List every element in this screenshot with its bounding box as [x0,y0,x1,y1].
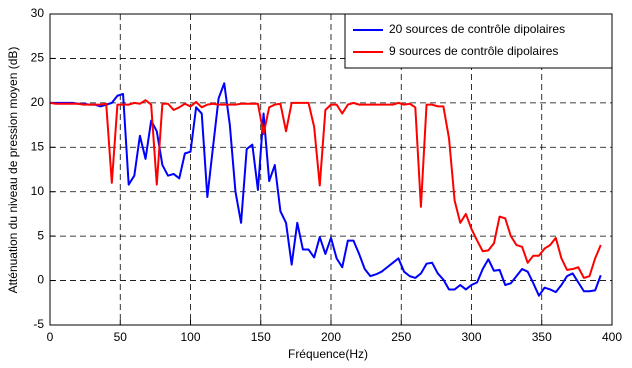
x-axis-label: Fréquence(Hz) [288,347,368,361]
x-tick-label: 150 [251,330,271,344]
y-tick-label: 20 [31,95,45,109]
x-tick-label: 300 [461,330,481,344]
y-tick-label: 10 [31,184,45,198]
x-tick-label: 350 [532,330,552,344]
y-tick-label: 15 [31,139,45,153]
data-line [49,99,602,279]
x-tick-label: 250 [391,330,411,344]
legend-label: 20 sources de contrôle dipolaires [389,22,565,36]
x-tick-label: 0 [47,330,54,344]
y-tick-label: 30 [31,6,45,20]
x-tick-label: 50 [114,330,128,344]
y-tick-label: 5 [37,228,44,242]
plot-frame [49,13,613,326]
legend-label: 9 sources de contrôle dipolaires [389,44,558,58]
data-line [50,82,602,297]
x-tick-label: 100 [180,330,200,344]
legend-box [344,13,613,69]
x-tick-label: 200 [321,330,341,344]
y-tick-label: 0 [37,273,44,287]
y-tick-label: -5 [33,317,44,331]
y-tick-label: 25 [31,51,45,65]
x-tick-label: 400 [602,330,622,344]
y-axis-label: Atténuation du niveau de pression moyen … [6,47,20,294]
